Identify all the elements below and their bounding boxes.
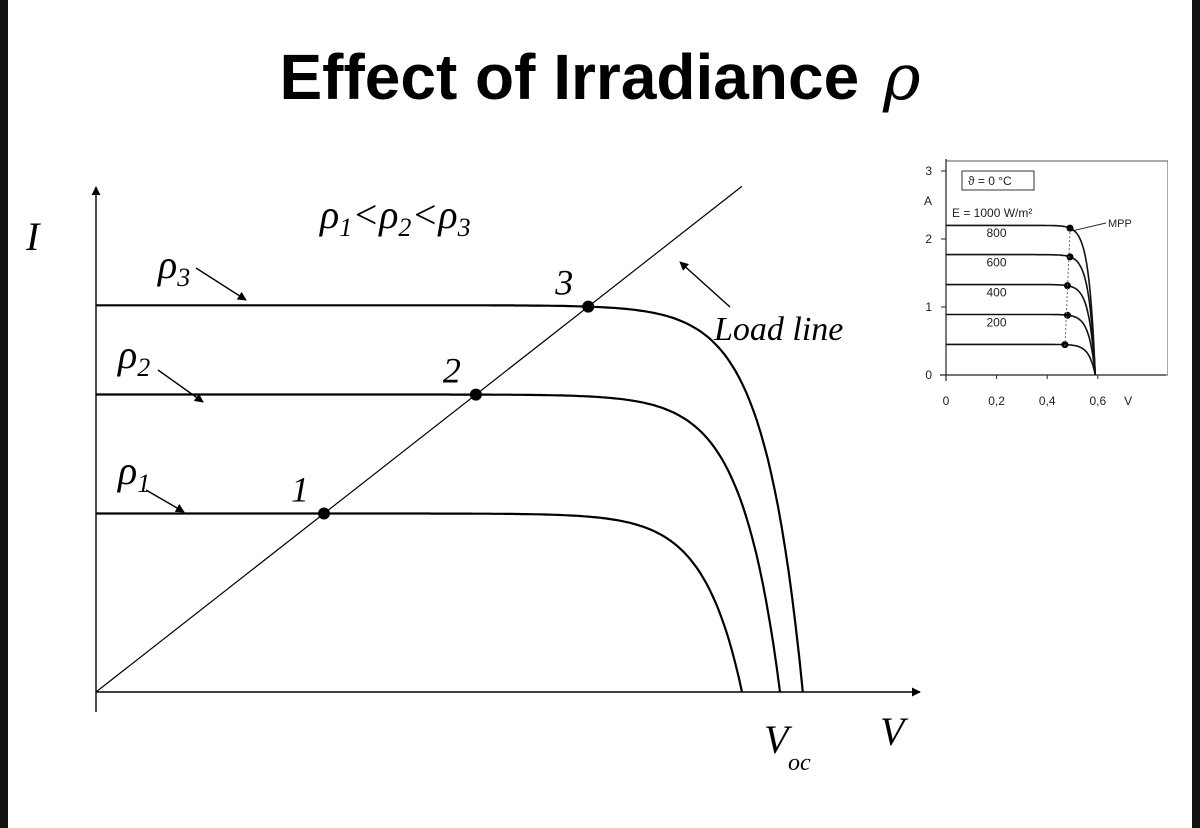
operating-point-3 (582, 300, 595, 313)
operating-point-1 (317, 507, 330, 520)
inset-temperature-label: ϑ = 0 °C (968, 174, 1012, 188)
load-line (95, 185, 743, 693)
voc-subscript-label: oc (788, 750, 811, 776)
inset-y-tick-label-1: 1 (925, 300, 932, 314)
inset-x-axis-label: V (1124, 394, 1132, 408)
series-label-rho2: ρ2 (116, 332, 150, 382)
inset-series-label-2: 600 (986, 256, 1006, 270)
series-label-rho3: ρ3 (156, 242, 190, 292)
inset-mpp-point-0 (1066, 224, 1074, 232)
inset-plot-frame (945, 160, 1168, 376)
iv-curve-2 (96, 393, 782, 693)
series-arrow-rho2 (157, 369, 204, 403)
inset-chart: 0 1 2 3 A 0 0,2 0,4 0,6 Vϑ = 0 °C E = 1000 W/m² 800… (924, 159, 1168, 408)
inset-y-tick-label-0: 0 (925, 368, 932, 382)
inset-x-tick-label-1: 0,2 (988, 394, 1005, 408)
series-arrow-rho3 (195, 267, 247, 301)
operating-point-label-3: 3 (554, 263, 573, 303)
inset-series-label-4: 200 (986, 315, 1006, 329)
chart-curves (95, 185, 804, 693)
inset-y-tick-label-3: 3 (925, 164, 932, 178)
series-arrow-rho1 (145, 489, 185, 513)
iv-curve-1 (96, 512, 744, 693)
iv-curve-3 (96, 304, 804, 693)
page-title: Effect of Irradiance ρ (8, 40, 1192, 115)
operating-point-label-1: 1 (291, 470, 309, 510)
inset-x-tick-label-2: 0,4 (1039, 394, 1056, 408)
inset-series-label-1: 800 (986, 226, 1006, 240)
voc-label: V (764, 717, 793, 762)
inset-mpp-label: MPP (1108, 218, 1132, 230)
title-text: Effect of Irradiance (279, 41, 860, 113)
inset-series-label-3: 400 (986, 286, 1006, 300)
series-label-rho1: ρ1 (116, 448, 150, 498)
inset-y-tick-label-2: 2 (925, 232, 932, 246)
inset-curve-0 (946, 224, 1097, 376)
inset-temperature-box (961, 170, 1035, 191)
x-axis-label: V (880, 709, 909, 754)
operating-point-label-2: 2 (443, 351, 461, 391)
load-line-label: Load line (713, 311, 843, 348)
irradiance-order-label: ρ1<ρ2<ρ3 (318, 192, 471, 242)
inset-series-label-0: E = 1000 W/m² (952, 206, 1032, 220)
inset-mpp-pointer (1072, 222, 1107, 232)
inset-curve-2 (946, 283, 1097, 376)
inset-mpp-locus (1064, 232, 1071, 348)
inset-x-tick-label-0: 0 (943, 394, 950, 408)
inset-y-axis-label: A (924, 194, 932, 208)
inset-x-tick-label-3: 0,6 (1089, 394, 1106, 408)
inset-curve-4 (946, 343, 1097, 376)
y-axis-label: I (25, 214, 41, 259)
load-line-arrow (679, 261, 731, 308)
inset-mpp-point-1 (1066, 253, 1074, 261)
title-rho-symbol: ρ (882, 41, 921, 115)
operating-point-2 (469, 388, 482, 401)
inset-mpp-point-3 (1063, 311, 1071, 319)
chart-axes (91, 186, 921, 712)
